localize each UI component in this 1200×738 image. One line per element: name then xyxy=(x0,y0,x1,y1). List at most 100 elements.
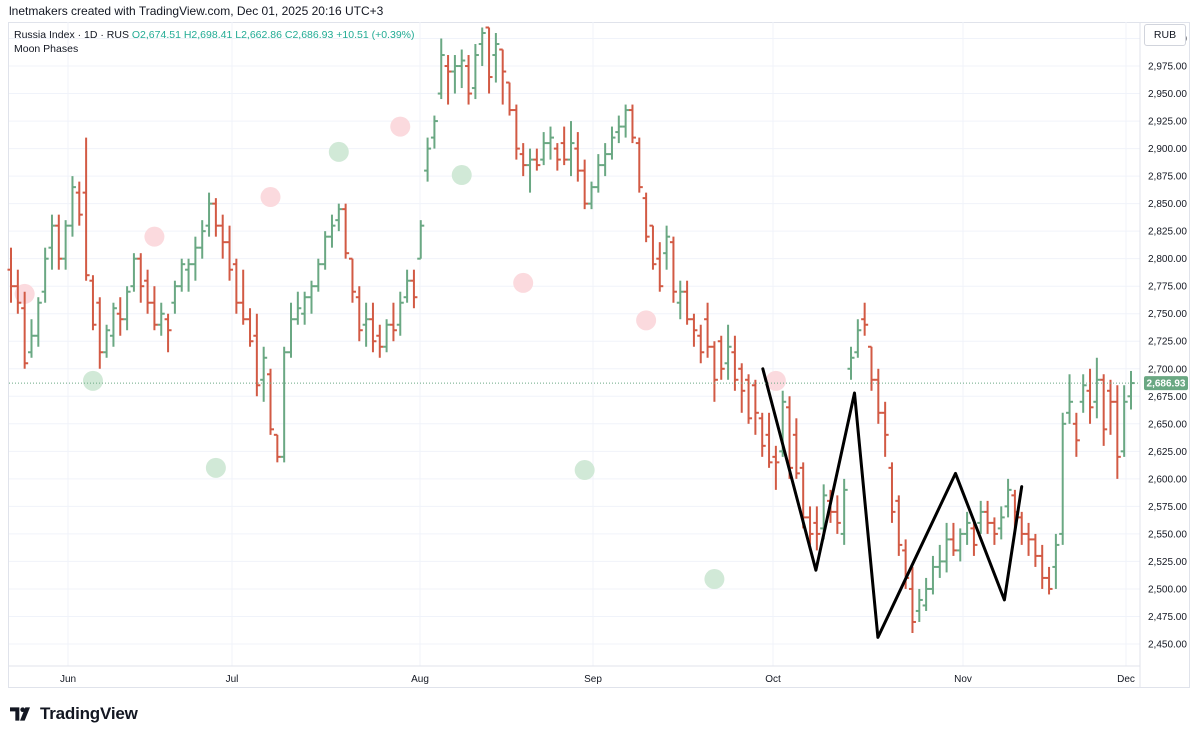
ohlc-bar xyxy=(1052,533,1060,589)
ohlc-bar xyxy=(342,203,350,259)
ohlc-bar xyxy=(922,577,930,611)
legend-indicator-name[interactable]: Moon Phases xyxy=(14,43,79,55)
y-tick-label: 2,475.00 xyxy=(1148,612,1187,623)
ohlc-bar xyxy=(471,44,479,100)
new-moon-marker xyxy=(205,457,226,478)
ohlc-bar xyxy=(669,236,677,303)
ohlc-bar xyxy=(1093,357,1101,419)
ohlc-bar xyxy=(294,291,302,325)
legend-low: L2,662.86 xyxy=(235,29,282,41)
x-tick-label: Sep xyxy=(584,674,602,685)
ohlc-bar xyxy=(533,148,541,171)
ohlc-bar xyxy=(587,181,595,210)
last-price-label: 2,686.93 xyxy=(1147,379,1186,390)
legend-close: C2,686.93 xyxy=(284,29,334,41)
ohlc-bar xyxy=(27,319,35,358)
ohlc-bar xyxy=(280,346,288,463)
ohlc-bar xyxy=(861,302,869,336)
ohlc-bar xyxy=(970,522,978,556)
full-moon-marker xyxy=(513,272,534,293)
ohlc-bar xyxy=(574,132,582,182)
ohlc-bar xyxy=(512,104,520,160)
legend-high: H2,698.41 xyxy=(183,29,233,41)
ohlc-bar xyxy=(840,478,848,545)
ohlc-bar xyxy=(854,319,862,358)
ohlc-bar xyxy=(1031,533,1039,567)
ohlc-bar xyxy=(984,500,992,534)
legend-symbol[interactable]: Russia Index · 1D · RUS xyxy=(14,29,129,41)
last-price-badge xyxy=(1144,376,1188,391)
ohlc-bar xyxy=(642,192,650,243)
attribution-header: lnetmakers created with TradingView.com,… xyxy=(0,0,1200,22)
ohlc-bar xyxy=(963,511,971,545)
ohlc-bar xyxy=(553,143,561,171)
ohlc-bar xyxy=(226,225,234,281)
ohlc-bar xyxy=(1066,374,1074,424)
ohlc-bar xyxy=(792,418,800,479)
new-moon-marker xyxy=(328,141,349,162)
ohlc-bar xyxy=(710,341,718,402)
ohlc-bar xyxy=(663,225,671,270)
ohlc-bar xyxy=(103,324,111,358)
ohlc-bar xyxy=(273,433,281,463)
ohlc-bar xyxy=(888,462,896,523)
ohlc-bar xyxy=(622,104,630,138)
ohlc-bar xyxy=(198,220,206,259)
tradingview-brand[interactable]: TradingView xyxy=(10,704,138,724)
ohlc-bar xyxy=(915,588,923,622)
x-tick-label: Jul xyxy=(226,674,239,685)
x-tick-label: Aug xyxy=(411,674,429,685)
ohlc-bar xyxy=(567,121,575,177)
ohlc-bar xyxy=(328,214,336,248)
chart-frame[interactable] xyxy=(8,22,1190,688)
ohlc-bar xyxy=(355,286,363,342)
ohlc-bar xyxy=(977,500,985,534)
ohlc-bar xyxy=(717,335,725,380)
footer: TradingView xyxy=(0,696,1200,738)
ohlc-bar xyxy=(137,253,145,303)
ohlc-bar xyxy=(690,313,698,347)
ohlc-bar xyxy=(704,302,712,358)
ohlc-bar xyxy=(758,412,766,457)
y-tick-label: 2,775.00 xyxy=(1148,282,1187,293)
brand-name: TradingView xyxy=(40,704,138,723)
legend-open: O2,674.51 xyxy=(131,29,181,41)
ohlc-bar xyxy=(437,38,445,100)
ohlc-bar xyxy=(430,115,438,149)
ohlc-bar xyxy=(1059,412,1067,545)
ohlc-bar xyxy=(321,231,329,270)
y-tick-label: 2,600.00 xyxy=(1148,474,1187,485)
y-tick-label: 2,625.00 xyxy=(1148,447,1187,458)
ohlc-bar xyxy=(178,258,186,292)
ohlc-bar xyxy=(867,345,875,391)
ohlc-bar xyxy=(492,33,500,83)
ohlc-bar xyxy=(130,253,138,292)
ohlc-bar xyxy=(109,302,117,347)
ohlc-bar xyxy=(724,324,732,380)
y-tick-label: 2,500.00 xyxy=(1148,584,1187,595)
new-moon-marker xyxy=(82,370,103,391)
ohlc-bar xyxy=(287,302,295,358)
ohlc-bar xyxy=(738,363,746,413)
ohlc-bar xyxy=(451,55,459,94)
ohlc-bar xyxy=(403,269,411,303)
legend-indicator-row[interactable]: Moon Phases xyxy=(14,42,415,56)
y-tick-label: 2,700.00 xyxy=(1148,364,1187,375)
ohlc-bar xyxy=(157,302,165,336)
ohlc-bar xyxy=(14,269,22,314)
ohlc-bar xyxy=(191,236,199,281)
ohlc-bar xyxy=(232,258,240,314)
ohlc-bar xyxy=(765,412,773,468)
ohlc-bar xyxy=(1018,511,1026,545)
ohlc-bar xyxy=(649,224,657,270)
ohlc-bar xyxy=(997,506,1005,540)
ohlc-bar xyxy=(936,544,944,578)
x-tick-label: Dec xyxy=(1117,674,1135,685)
ohlc-bar xyxy=(1107,379,1115,435)
currency-button[interactable]: RUB xyxy=(1144,24,1186,46)
y-tick-label: 2,550.00 xyxy=(1148,529,1187,540)
ohlc-bar xyxy=(55,214,63,270)
ohlc-bar xyxy=(540,132,548,166)
ohlc-bar xyxy=(348,257,356,303)
